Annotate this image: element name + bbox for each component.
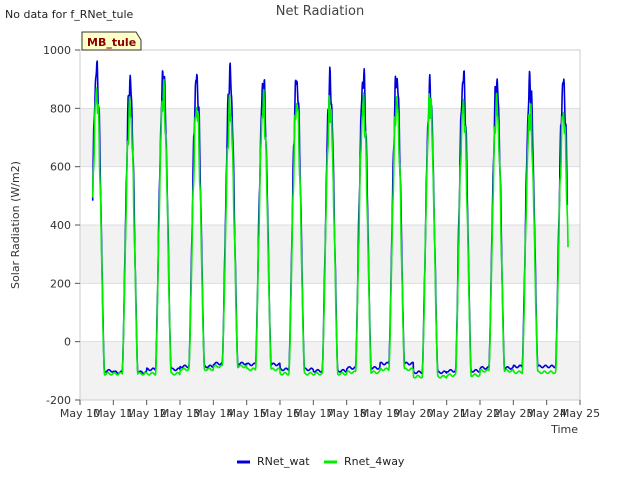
y-tick-label-600: 600	[50, 161, 71, 174]
series-line-rnet-4way	[91, 78, 569, 379]
chart-title: Net Radiation	[276, 4, 364, 19]
y-axis-label: Solar Radiation (W/m2)	[9, 161, 22, 289]
x-tick-label-25: May 25	[560, 407, 600, 420]
x-tick-label-12: May 12	[127, 407, 167, 420]
x-tick-label-19: May 19	[360, 407, 400, 420]
x-tick-label-16: May 16	[260, 407, 300, 420]
x-tick-label-17: May 17	[293, 407, 333, 420]
x-tick-label-13: May 13	[160, 407, 200, 420]
y-axis-ticks: -200 0 200 400 600 800 1000	[43, 44, 80, 407]
y-tick-label--200: -200	[46, 394, 71, 407]
y-tick-label-200: 200	[50, 277, 71, 290]
series-line-rnet-wat	[91, 60, 569, 375]
x-tick-label-24: May 24	[527, 407, 567, 420]
y-tick-label-400: 400	[50, 219, 71, 232]
band--200	[80, 341, 580, 400]
x-tick-label-15: May 15	[227, 407, 267, 420]
x-tick-label-11: May 11	[93, 407, 133, 420]
x-tick-label-23: May 23	[493, 407, 533, 420]
legend-label-rnet-4way: Rnet_4way	[344, 455, 405, 468]
site-badge-label: MB_tule	[87, 36, 136, 49]
legend-label-rnet-wat: RNet_wat	[257, 455, 310, 468]
x-tick-label-18: May 18	[327, 407, 367, 420]
x-tick-label-14: May 14	[193, 407, 233, 420]
x-axis-label: Time	[550, 423, 578, 436]
site-badge: MB_tule	[81, 31, 142, 51]
x-tick-label-21: May 21	[427, 407, 467, 420]
y-tick-label-1000: 1000	[43, 44, 71, 57]
y-tick-label-800: 800	[50, 102, 71, 115]
band-400	[80, 166, 580, 225]
x-tick-label-22: May 22	[460, 407, 500, 420]
y-tick-label-0: 0	[64, 336, 71, 349]
band-200	[80, 225, 580, 284]
series-lines	[91, 60, 569, 379]
band-0	[80, 283, 580, 342]
site-badge-tag	[81, 31, 142, 51]
legend: RNet_wat Rnet_4way	[237, 455, 405, 468]
x-tick-label-10: May 10	[60, 407, 100, 420]
no-data-note: No data for f_RNet_tule	[5, 8, 134, 21]
x-tick-label-20: May 20	[393, 407, 433, 420]
